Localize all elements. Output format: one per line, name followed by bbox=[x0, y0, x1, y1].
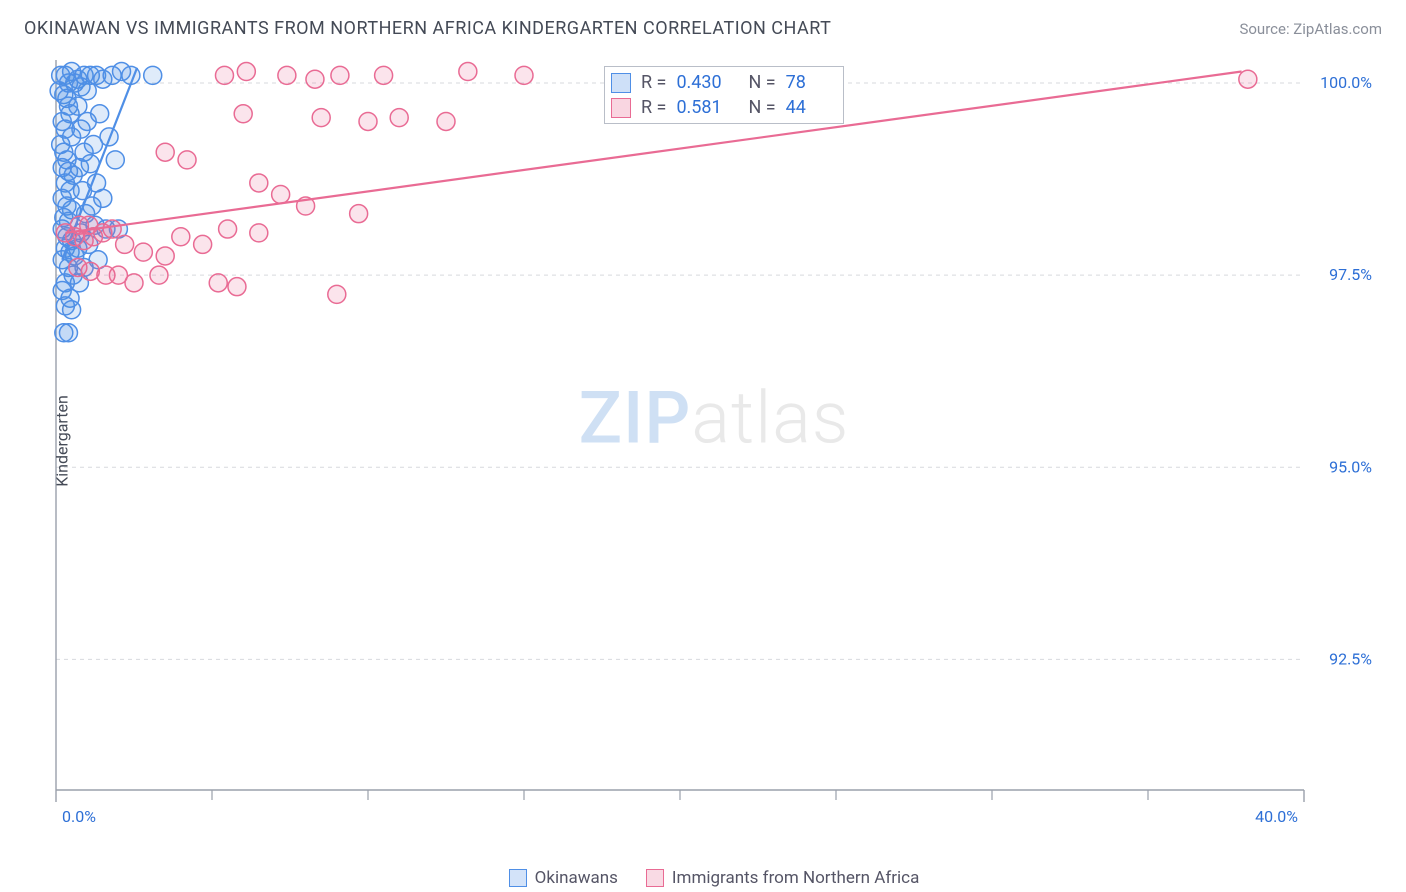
legend-label-immigrants_na: Immigrants from Northern Africa bbox=[672, 868, 919, 888]
chart-area: Kindergarten 92.5% 95.0% 97.5% 100.0% 0.0% 40… bbox=[44, 50, 1384, 832]
stats-r-value-immigrants_na: 0.581 bbox=[676, 97, 728, 118]
legend-item-okinawans: Okinawans bbox=[509, 868, 618, 888]
svg-text:92.5%: 92.5% bbox=[1329, 649, 1372, 668]
legend: Okinawans Immigrants from Northern Africa bbox=[44, 868, 1384, 888]
svg-text:0.0%: 0.0% bbox=[62, 807, 96, 826]
stats-r-label: R = bbox=[641, 97, 666, 118]
stats-r-label: R = bbox=[641, 72, 666, 93]
chart-title: OKINAWAN VS IMMIGRANTS FROM NORTHERN AFR… bbox=[24, 18, 831, 39]
legend-label-okinawans: Okinawans bbox=[535, 868, 618, 888]
chart-source: Source: ZipAtlas.com bbox=[1239, 20, 1382, 38]
correlation-stats-box: R = 0.430 N = 78 R = 0.581 N = 44 bbox=[604, 66, 844, 124]
svg-text:100.0%: 100.0% bbox=[1320, 73, 1372, 92]
y-axis-label: Kindergarten bbox=[52, 395, 71, 487]
stats-row-immigrants_na: R = 0.581 N = 44 bbox=[605, 95, 843, 120]
stats-swatch-immigrants_na bbox=[611, 98, 631, 118]
chart-header: OKINAWAN VS IMMIGRANTS FROM NORTHERN AFR… bbox=[0, 0, 1406, 47]
scatter-plot-svg: 92.5% 95.0% 97.5% 100.0% 0.0% 40.0% R = 0.430 N … bbox=[44, 50, 1384, 832]
stats-n-value-immigrants_na: 44 bbox=[786, 97, 806, 118]
legend-swatch-okinawans bbox=[509, 869, 527, 887]
stats-n-value-okinawans: 78 bbox=[786, 72, 806, 93]
series-okinawans bbox=[50, 63, 162, 342]
legend-item-immigrants_na: Immigrants from Northern Africa bbox=[646, 868, 919, 888]
svg-text:97.5%: 97.5% bbox=[1329, 265, 1372, 284]
stats-r-value-okinawans: 0.430 bbox=[676, 72, 728, 93]
stats-n-label: N = bbox=[748, 97, 775, 118]
stats-n-label: N = bbox=[748, 72, 775, 93]
legend-swatch-immigrants_na bbox=[646, 869, 664, 887]
stats-row-okinawans: R = 0.430 N = 78 bbox=[605, 70, 843, 95]
svg-text:95.0%: 95.0% bbox=[1329, 457, 1372, 476]
svg-text:40.0%: 40.0% bbox=[1255, 807, 1298, 826]
stats-swatch-okinawans bbox=[611, 73, 631, 93]
